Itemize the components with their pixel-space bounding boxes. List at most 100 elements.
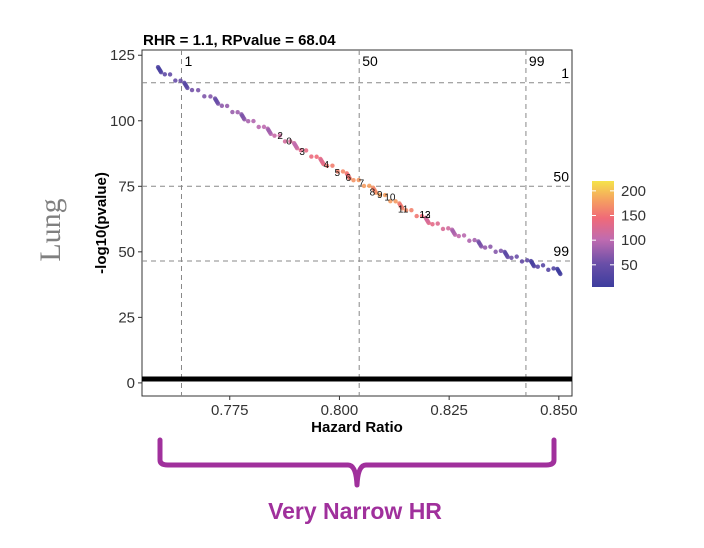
point-annotation: 12 [419, 210, 431, 221]
y-tick-label: 50 [118, 244, 135, 261]
data-point [498, 248, 504, 254]
data-point [335, 169, 340, 174]
point-annotation: 10 [384, 193, 396, 204]
data-point [202, 94, 207, 99]
data-point [476, 240, 482, 245]
data-point [540, 263, 546, 268]
data-point [493, 249, 498, 254]
data-point [245, 119, 251, 124]
data-point [256, 124, 261, 130]
data-point [509, 255, 514, 260]
data-point [298, 148, 304, 153]
data-point [393, 199, 398, 204]
point-annotation: 4 [324, 160, 330, 171]
data-point [288, 139, 293, 144]
data-point [388, 198, 393, 204]
data-point [178, 78, 183, 83]
point-annotation: 11 [398, 205, 409, 216]
point-annotation: 13 [419, 210, 431, 221]
data-point [162, 72, 168, 77]
data-point [195, 87, 201, 93]
data-point [377, 192, 383, 198]
data-point [397, 202, 403, 207]
h-ref-label: 99 [553, 243, 569, 259]
data-point [450, 228, 456, 234]
data-point [367, 183, 372, 189]
data-point [430, 222, 435, 227]
v-ref-label: 50 [362, 53, 378, 69]
data-point [461, 233, 467, 238]
h-ref-label: 50 [553, 168, 569, 184]
data-point [382, 192, 388, 198]
data-point [555, 268, 561, 273]
data-point [503, 251, 508, 256]
data-point [467, 238, 472, 243]
data-point [235, 109, 240, 115]
x-tick-label: 0.800 [321, 402, 359, 419]
data-point [261, 124, 267, 130]
y-tick-label: 25 [118, 309, 135, 326]
data-point [525, 258, 530, 263]
data-point [324, 163, 330, 168]
range-label: Very Narrow HR [268, 498, 442, 524]
data-point [488, 244, 493, 249]
x-axis: 0.775 0.800 0.825 0.850 [211, 396, 578, 419]
data-point [551, 266, 556, 271]
v-ref-label: 1 [184, 53, 192, 69]
data-point [546, 267, 551, 273]
data-point [173, 78, 178, 83]
y-axis-label: -log10(pvalue) [93, 172, 110, 274]
data-point [514, 254, 519, 259]
chart-title: RHR = 1.1, RPvalue = 68.04 [143, 32, 336, 49]
data-point [208, 94, 213, 99]
data-point [446, 226, 451, 231]
x-axis-label: Hazard Ratio [311, 419, 403, 436]
data-point [239, 113, 245, 118]
data-point [309, 154, 314, 159]
y-axis: 0 25 50 75 100 125 [110, 47, 142, 392]
data-point [330, 163, 335, 168]
data-ribbon [155, 64, 563, 277]
data-point [156, 66, 162, 71]
data-point [356, 177, 361, 183]
x-tick-label: 0.850 [540, 402, 578, 419]
point-annotation: 2 [277, 131, 283, 142]
point-annotation: 6 [345, 173, 351, 184]
side-label: Lung [34, 198, 67, 261]
data-point [482, 245, 488, 250]
data-point [189, 87, 195, 93]
data-point [351, 178, 356, 183]
data-point [403, 208, 409, 213]
point-annotation: 0 [286, 136, 292, 147]
plot-panel [141, 49, 573, 397]
data-point [251, 118, 256, 124]
data-point [182, 81, 188, 87]
point-annotation: 8 [370, 187, 376, 198]
v-ref-label: 99 [529, 53, 545, 69]
data-point [345, 172, 350, 177]
data-point [224, 103, 230, 109]
data-point [314, 154, 319, 159]
y-tick-label: 100 [110, 113, 135, 130]
y-tick-label: 75 [118, 178, 135, 195]
y-tick-label: 125 [110, 47, 135, 64]
data-point [167, 72, 173, 77]
data-point [303, 148, 309, 153]
colorbar-tick-label: 200 [621, 183, 646, 200]
colorbar-tick-label: 150 [621, 208, 646, 225]
data-point [414, 213, 419, 219]
y-tick-label: 0 [127, 375, 135, 392]
data-point [272, 133, 277, 138]
data-point [277, 133, 282, 138]
point-annotation: 9 [377, 190, 383, 201]
data-point [519, 259, 525, 264]
data-point [424, 216, 429, 222]
point-annotation: 3 [299, 147, 305, 158]
data-point [456, 233, 461, 239]
colorbar [592, 181, 614, 287]
data-point [435, 221, 440, 226]
colorbar-tick-label: 50 [621, 257, 638, 274]
point-annotation: 5 [334, 168, 340, 179]
x-tick-label: 0.775 [211, 402, 249, 419]
